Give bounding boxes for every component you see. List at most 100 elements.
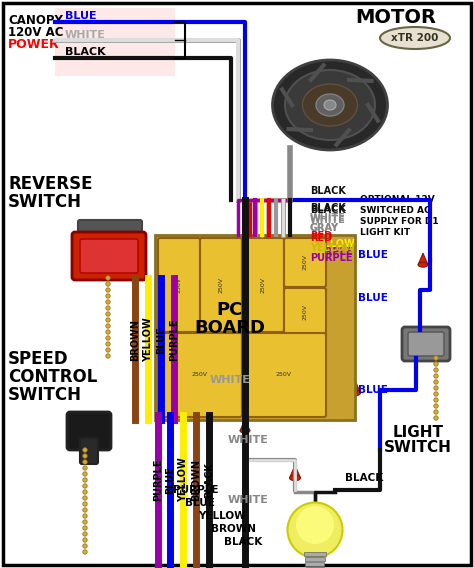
Text: BROWN: BROWN: [130, 319, 140, 361]
Text: GRAY: GRAY: [310, 223, 339, 233]
Circle shape: [83, 466, 87, 470]
Circle shape: [106, 306, 110, 310]
Ellipse shape: [288, 503, 343, 558]
Text: MOTOR: MOTOR: [355, 8, 436, 27]
Text: BROWN: BROWN: [191, 459, 201, 501]
Text: BLACK: BLACK: [204, 462, 214, 498]
Circle shape: [434, 356, 438, 360]
Text: 250V: 250V: [276, 373, 292, 378]
Text: REVERSE: REVERSE: [8, 175, 92, 193]
Circle shape: [83, 550, 87, 554]
Circle shape: [83, 538, 87, 542]
Text: WHITE: WHITE: [310, 213, 346, 223]
FancyBboxPatch shape: [72, 232, 146, 280]
FancyBboxPatch shape: [80, 438, 98, 464]
Ellipse shape: [273, 60, 388, 150]
Ellipse shape: [316, 94, 344, 116]
Polygon shape: [243, 251, 253, 262]
Circle shape: [434, 398, 438, 402]
Text: 250V: 250V: [219, 277, 224, 293]
Circle shape: [83, 508, 87, 512]
Text: RED: RED: [310, 233, 332, 243]
Circle shape: [434, 416, 438, 420]
Text: BLUE: BLUE: [165, 466, 175, 494]
Circle shape: [434, 374, 438, 378]
FancyBboxPatch shape: [78, 220, 142, 244]
FancyBboxPatch shape: [158, 333, 242, 417]
Circle shape: [83, 520, 87, 524]
Text: BLUE: BLUE: [358, 293, 388, 303]
Text: OPTIONAL 12V: OPTIONAL 12V: [360, 195, 435, 204]
Text: YELLOW: YELLOW: [198, 511, 246, 521]
Circle shape: [83, 496, 87, 500]
Text: WHITE: WHITE: [65, 30, 106, 40]
Circle shape: [83, 514, 87, 518]
Ellipse shape: [243, 260, 253, 265]
Text: xTR 200: xTR 200: [392, 33, 439, 43]
Ellipse shape: [285, 70, 375, 140]
Text: YELLOW: YELLOW: [310, 243, 355, 253]
Text: BLACK: BLACK: [310, 186, 346, 196]
Circle shape: [106, 294, 110, 298]
Ellipse shape: [418, 262, 428, 267]
Circle shape: [83, 544, 87, 548]
Circle shape: [83, 502, 87, 506]
Text: 250V: 250V: [261, 277, 265, 293]
Text: SWITCH: SWITCH: [8, 193, 82, 211]
Bar: [304, 552, 326, 556]
Circle shape: [434, 380, 438, 384]
Text: YELLOW: YELLOW: [310, 239, 355, 249]
Text: BROWN: BROWN: [211, 524, 256, 534]
Circle shape: [106, 336, 110, 340]
Text: RED: RED: [310, 231, 332, 241]
Circle shape: [83, 454, 87, 458]
FancyBboxPatch shape: [284, 238, 326, 287]
FancyBboxPatch shape: [284, 288, 326, 337]
Circle shape: [434, 404, 438, 408]
Text: POWER: POWER: [8, 38, 60, 51]
Polygon shape: [284, 402, 295, 415]
Text: SWITCH: SWITCH: [384, 440, 452, 455]
Text: WHITE: WHITE: [228, 495, 268, 505]
Text: YELLOW: YELLOW: [178, 458, 188, 502]
Text: 250V: 250V: [192, 373, 208, 378]
Ellipse shape: [349, 390, 361, 396]
Circle shape: [106, 342, 110, 346]
FancyBboxPatch shape: [80, 239, 138, 273]
Circle shape: [434, 410, 438, 414]
Polygon shape: [418, 253, 428, 265]
Circle shape: [83, 478, 87, 482]
FancyBboxPatch shape: [402, 327, 450, 361]
Ellipse shape: [296, 506, 334, 544]
Text: 250V: 250V: [302, 304, 308, 320]
Text: BLACK: BLACK: [224, 537, 262, 547]
Text: LIGHT KIT: LIGHT KIT: [360, 228, 410, 237]
Text: SPEED: SPEED: [8, 350, 69, 368]
Text: CONTROL: CONTROL: [8, 368, 97, 386]
Text: SUPPLY FOR D1: SUPPLY FOR D1: [360, 217, 438, 226]
Text: 250V: 250V: [176, 277, 182, 293]
Circle shape: [83, 460, 87, 464]
Text: PC: PC: [217, 301, 243, 319]
Circle shape: [106, 348, 110, 352]
Circle shape: [83, 448, 87, 452]
Text: 120V AC: 120V AC: [8, 26, 64, 39]
Text: BLACK: BLACK: [310, 203, 346, 213]
Circle shape: [83, 490, 87, 494]
Circle shape: [106, 288, 110, 292]
Text: BLACK: BLACK: [65, 47, 106, 57]
Text: PURPLE: PURPLE: [153, 459, 163, 501]
Text: BLACK: BLACK: [345, 473, 383, 483]
Text: PURPLE: PURPLE: [310, 247, 353, 257]
Text: BLUE: BLUE: [65, 11, 97, 21]
Circle shape: [106, 330, 110, 334]
Circle shape: [83, 472, 87, 476]
Bar: [306, 562, 325, 566]
Text: BLUE: BLUE: [185, 498, 215, 508]
Ellipse shape: [302, 84, 357, 126]
Text: BLUE: BLUE: [358, 385, 388, 395]
Text: BLACK: BLACK: [310, 205, 346, 215]
Circle shape: [434, 362, 438, 366]
Text: LIGHT: LIGHT: [392, 425, 444, 440]
Ellipse shape: [324, 100, 336, 110]
